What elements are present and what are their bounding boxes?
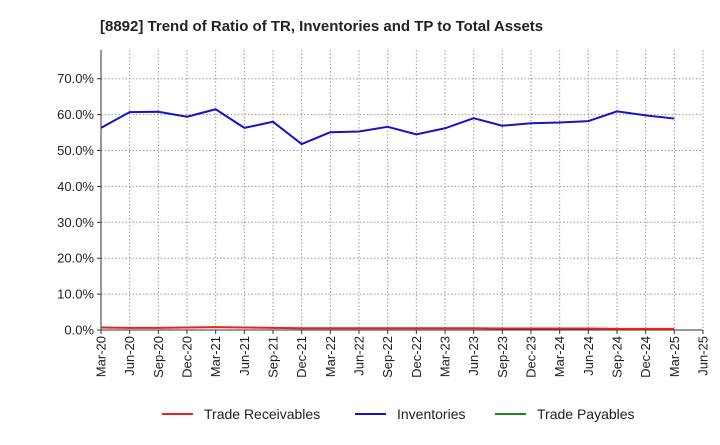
x-tick-label: Jun-23 [466, 336, 481, 376]
y-tick-label: 50.0% [57, 143, 94, 158]
y-tick-label: 60.0% [57, 107, 94, 122]
x-tick-label: Mar-25 [667, 336, 682, 377]
y-tick-label: 20.0% [57, 251, 94, 266]
x-tick-label: Sep-20 [151, 336, 166, 378]
y-tick-label: 30.0% [57, 215, 94, 230]
series-line-trade-receivables [100, 326, 675, 330]
y-tick-label: 70.0% [57, 71, 94, 86]
series-line-inventories [100, 108, 675, 146]
x-tick-label: Dec-21 [294, 336, 309, 378]
x-tick-label: Dec-22 [409, 336, 424, 378]
x-tick-label: Jun-21 [237, 336, 252, 376]
x-tick-label: Mar-20 [94, 336, 109, 377]
x-tick-label: Dec-23 [524, 336, 539, 378]
legend-label-trade-receivables: Trade Receivables [204, 406, 320, 422]
x-tick-label: Mar-23 [438, 336, 453, 377]
x-tick-label: Dec-20 [180, 336, 195, 378]
x-tick-label: Mar-22 [323, 336, 338, 377]
x-tick-label: Mar-21 [208, 336, 223, 377]
x-tick-label: Jun-25 [696, 336, 711, 376]
x-tick-label: Sep-21 [266, 336, 281, 378]
y-tick-label: 0.0% [64, 323, 94, 338]
plot-background [101, 50, 703, 330]
legend-label-trade-payables: Trade Payables [537, 406, 635, 422]
x-tick-label: Dec-24 [638, 336, 653, 378]
y-tick-label: 10.0% [57, 287, 94, 302]
x-tick-label: Jun-22 [352, 336, 367, 376]
legend: Trade Receivables Inventories Trade Payabl… [162, 406, 635, 422]
chart-title: [8892] Trend of Ratio of TR, Inventories… [100, 18, 543, 35]
plot-area: 0.0% 10.0% 20.0% 30.0% 40.0% 50.0% 60.0% 70.0% M… [57, 50, 711, 378]
x-tick-label: Jun-24 [581, 336, 596, 376]
x-tick-label: Sep-22 [380, 336, 395, 378]
x-tick-label: Mar-24 [552, 336, 567, 377]
legend-label-inventories: Inventories [397, 406, 465, 422]
y-tick-label: 40.0% [57, 179, 94, 194]
x-tick-label: Sep-24 [610, 336, 625, 378]
x-tick-label: Sep-23 [495, 336, 510, 378]
x-tick-label: Jun-20 [122, 336, 137, 376]
